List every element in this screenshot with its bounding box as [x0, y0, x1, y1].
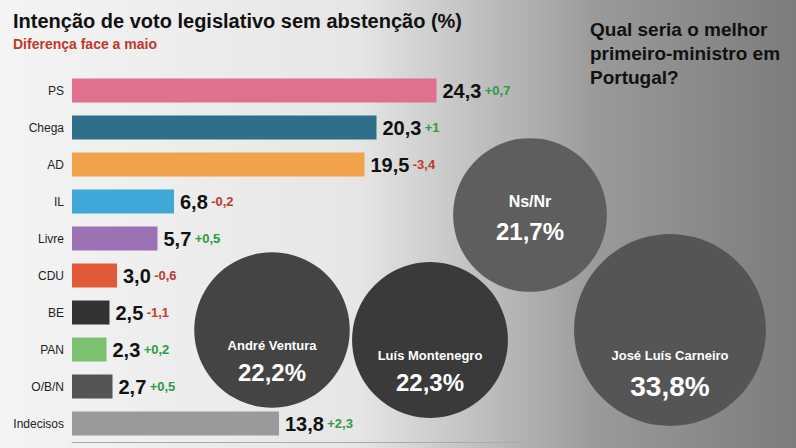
svg-text:Intenção de voto legislativo s: Intenção de voto legislativo sem abstenç… [13, 10, 462, 32]
svg-text:Diferença face a maio: Diferença face a maio [13, 36, 157, 52]
svg-text:24,3: 24,3 [443, 80, 482, 102]
svg-text:primeiro-ministro em: primeiro-ministro em [590, 43, 785, 64]
svg-text:BE: BE [48, 306, 64, 320]
svg-text:33,8%: 33,8% [630, 371, 709, 402]
svg-text:3,0: 3,0 [123, 265, 151, 287]
svg-text:Indecisos: Indecisos [13, 417, 64, 431]
svg-text:6,8: 6,8 [180, 191, 208, 213]
svg-text:IL: IL [54, 195, 64, 209]
svg-text:Ns/Nr: Ns/Nr [509, 193, 552, 210]
svg-text:2,7: 2,7 [119, 376, 147, 398]
svg-text:Portugal?: Portugal? [590, 67, 679, 88]
svg-text:21,7%: 21,7% [496, 218, 564, 245]
svg-text:-0,2: -0,2 [211, 194, 233, 209]
svg-text:Luís Montenegro: Luís Montenegro [378, 348, 483, 363]
svg-text:André Ventura: André Ventura [228, 338, 318, 353]
svg-text:-0,6: -0,6 [154, 268, 176, 283]
svg-text:Qual seria o melhor: Qual seria o melhor [590, 19, 773, 40]
svg-text:+0,7: +0,7 [485, 83, 511, 98]
svg-text:Chega: Chega [29, 121, 65, 135]
svg-text:+0,5: +0,5 [195, 231, 221, 246]
svg-text:-1,1: -1,1 [147, 305, 169, 320]
svg-text:5,7: 5,7 [164, 228, 192, 250]
svg-text:2,3: 2,3 [113, 339, 141, 361]
svg-text:-3,4: -3,4 [413, 157, 436, 172]
svg-text:2,5: 2,5 [116, 302, 144, 324]
svg-text:PS: PS [48, 84, 64, 98]
svg-text:PAN: PAN [40, 343, 64, 357]
svg-text:AD: AD [47, 158, 64, 172]
svg-text:22,2%: 22,2% [238, 359, 306, 386]
svg-text:+0,2: +0,2 [144, 342, 170, 357]
svg-text:José Luís Carneiro: José Luís Carneiro [611, 348, 728, 363]
svg-text:22,3%: 22,3% [396, 369, 464, 396]
svg-text:Livre: Livre [38, 232, 64, 246]
svg-text:+0,5: +0,5 [150, 379, 176, 394]
svg-text:13,8: 13,8 [285, 413, 324, 435]
svg-text:+1: +1 [425, 120, 440, 135]
svg-text:+2,3: +2,3 [327, 416, 353, 431]
svg-text:20,3: 20,3 [383, 117, 422, 139]
svg-text:CDU: CDU [38, 269, 64, 283]
svg-text:O/B/N: O/B/N [31, 380, 64, 394]
svg-text:19,5: 19,5 [371, 154, 410, 176]
